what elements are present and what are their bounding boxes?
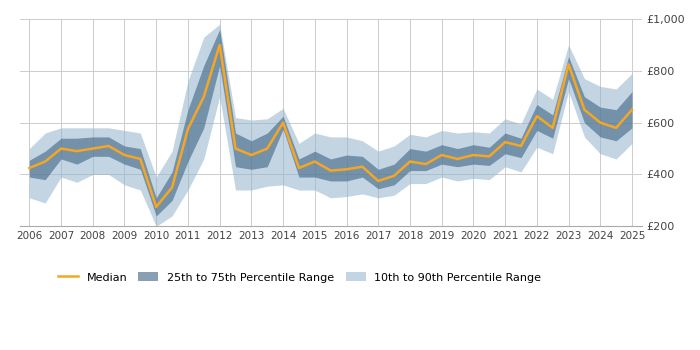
- Median: [612, 126, 620, 130]
- Legend: Median, 25th to 75th Percentile Range, 10th to 90th Percentile Range: Median, 25th to 75th Percentile Range, 1…: [53, 268, 546, 287]
- Median: [358, 164, 367, 169]
- Median: [295, 166, 303, 170]
- Median: [57, 146, 65, 150]
- Median: [326, 168, 335, 173]
- Median: [152, 205, 160, 209]
- Median: [628, 107, 636, 112]
- Median: [406, 160, 414, 164]
- Median: [168, 186, 176, 190]
- Median: [231, 146, 239, 150]
- Median: [469, 153, 477, 157]
- Median: [247, 153, 256, 157]
- Median: [41, 160, 50, 164]
- Median: [279, 120, 287, 125]
- Median: [73, 149, 81, 153]
- Median: [517, 144, 525, 148]
- Median: [311, 160, 319, 164]
- Median: [199, 94, 208, 99]
- Median: [25, 166, 34, 170]
- Median: [374, 179, 382, 183]
- Line: Median: Median: [29, 45, 632, 207]
- Median: [580, 107, 589, 112]
- Median: [136, 157, 145, 161]
- Median: [485, 154, 494, 159]
- Median: [342, 167, 351, 172]
- Median: [421, 162, 430, 166]
- Median: [549, 126, 557, 130]
- Median: [533, 114, 541, 118]
- Median: [104, 144, 113, 148]
- Median: [120, 153, 129, 157]
- Median: [501, 140, 510, 144]
- Median: [390, 174, 398, 178]
- Median: [596, 120, 605, 125]
- Median: [183, 127, 192, 131]
- Median: [263, 146, 272, 150]
- Median: [454, 157, 462, 161]
- Median: [89, 146, 97, 150]
- Median: [438, 153, 446, 157]
- Median: [216, 43, 224, 47]
- Median: [564, 62, 573, 66]
